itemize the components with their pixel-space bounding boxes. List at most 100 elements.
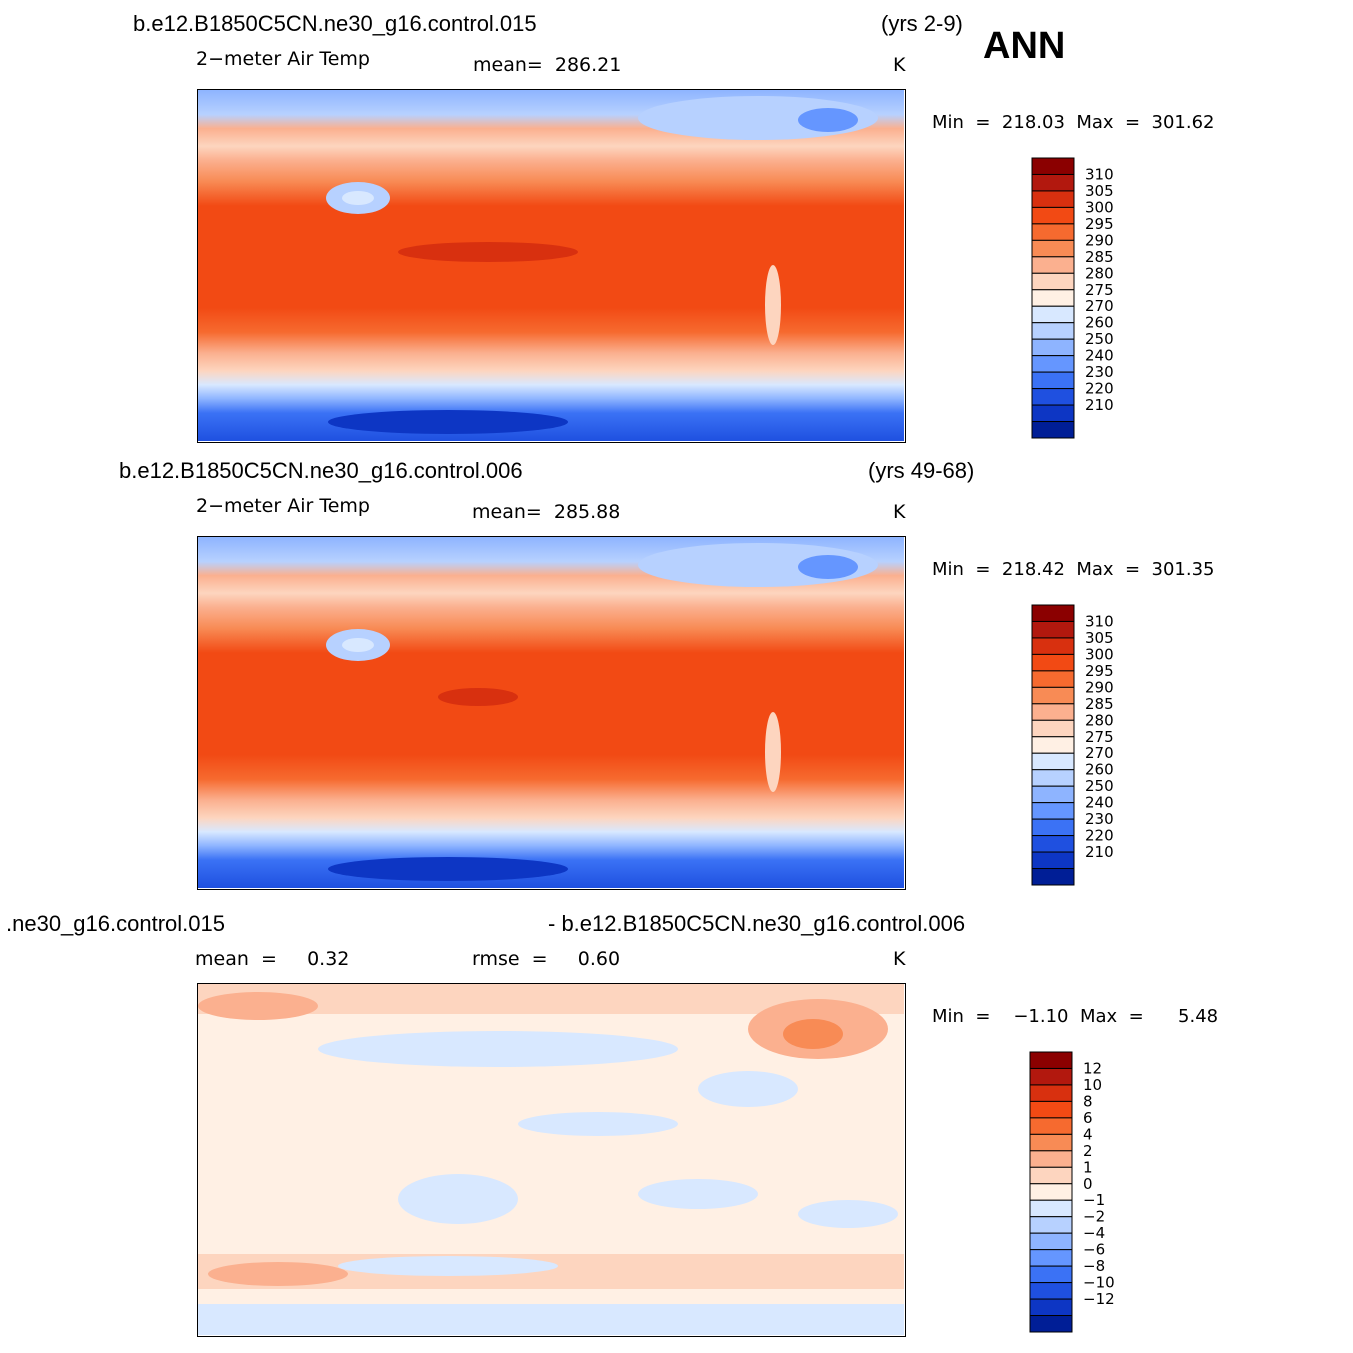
colorbar-tick-label: 220 — [1085, 380, 1114, 398]
colorbar-swatch — [1029, 1298, 1073, 1317]
panel1-colorbar: 310 305 300 295 290 285 280 275 270 260 250 240 230 2… — [1031, 157, 1151, 439]
colorbar-tick-label: −8 — [1083, 1257, 1105, 1275]
colorbar-tick-label: 6 — [1083, 1109, 1093, 1127]
colorbar-tick-label: 270 — [1085, 744, 1114, 762]
colorbar-tick-label: 285 — [1085, 695, 1114, 713]
panel2-case-title: b.e12.B1850C5CN.ne30_g16.control.006 — [119, 458, 523, 483]
panel3-mean: mean = 0.32 — [195, 948, 350, 970]
colorbar-swatch — [1031, 785, 1075, 804]
colorbar-swatch — [1031, 322, 1075, 340]
colorbar-tick-label: 240 — [1085, 347, 1114, 365]
colorbar-tick-label: 305 — [1085, 182, 1114, 200]
colorbar-tick-label: 290 — [1085, 231, 1114, 249]
panel3-case-left: .ne30_g16.control.015 — [6, 911, 225, 936]
colorbar-tick-label: 295 — [1085, 215, 1114, 233]
panel3-map — [197, 983, 906, 1337]
colorbar-swatch — [1031, 173, 1075, 192]
colorbar-tick-label: 310 — [1085, 612, 1114, 630]
colorbar-swatch — [1031, 338, 1075, 357]
panel3-minmax: Min = −1.10 Max = 5.48 — [932, 1006, 1219, 1027]
colorbar-tick-label: 2 — [1083, 1142, 1093, 1160]
panel3-colorbar: 12 10 8 6 4 2 1 0 −1 −2 −4 −6 −8 −10 −12 — [1029, 1051, 1149, 1333]
panel1-minmax: Min = 218.03 Max = 301.62 — [932, 112, 1215, 133]
panel1-units: K — [893, 54, 906, 76]
colorbar-swatch — [1031, 835, 1075, 853]
colorbar-swatch — [1031, 256, 1075, 274]
colorbar-swatch — [1031, 421, 1075, 439]
colorbar-tick-label: 280 — [1085, 711, 1114, 729]
colorbar-swatch — [1029, 1216, 1073, 1234]
colorbar-swatch — [1031, 851, 1075, 870]
colorbar-tick-label: −4 — [1083, 1224, 1105, 1242]
colorbar-swatch — [1029, 1067, 1073, 1086]
colorbar-swatch — [1029, 1199, 1073, 1218]
colorbar-tick-label: 220 — [1085, 827, 1114, 845]
colorbar-swatch — [1031, 239, 1075, 258]
colorbar-swatch — [1031, 736, 1075, 754]
colorbar-swatch — [1031, 818, 1075, 837]
colorbar-tick-label: −10 — [1083, 1274, 1115, 1292]
colorbar-swatch — [1031, 404, 1075, 423]
colorbar-swatch — [1031, 223, 1075, 241]
panel2-units: K — [893, 501, 906, 523]
panel1-map — [197, 89, 906, 443]
panel1-mean: mean= 286.21 — [473, 54, 622, 76]
panel1-case-title: b.e12.B1850C5CN.ne30_g16.control.015 — [133, 11, 537, 36]
panel2-mean: mean= 285.88 — [472, 501, 621, 523]
colorbar-swatch — [1031, 305, 1075, 324]
colorbar-swatch — [1031, 620, 1075, 639]
colorbar-swatch — [1031, 686, 1075, 705]
colorbar-tick-label: 280 — [1085, 264, 1114, 282]
panel2-years: (yrs 49-68) — [868, 458, 975, 483]
colorbar-swatch — [1029, 1100, 1073, 1119]
colorbar-swatch — [1031, 868, 1075, 886]
colorbar-swatch — [1031, 206, 1075, 225]
colorbar-swatch — [1031, 703, 1075, 721]
colorbar-tick-label: 290 — [1085, 678, 1114, 696]
colorbar-tick-label: −2 — [1083, 1208, 1105, 1226]
colorbar-tick-label: 285 — [1085, 248, 1114, 266]
colorbar-tick-label: −12 — [1083, 1290, 1115, 1308]
colorbar-tick-label: 305 — [1085, 629, 1114, 647]
colorbar-tick-label: 275 — [1085, 728, 1114, 746]
panel2-map — [197, 536, 906, 890]
colorbar-tick-label: 270 — [1085, 297, 1114, 315]
colorbar-tick-label: 230 — [1085, 810, 1114, 828]
colorbar-swatch — [1031, 604, 1075, 622]
colorbar-swatch — [1029, 1084, 1073, 1102]
colorbar-swatch — [1031, 371, 1075, 390]
colorbar-swatch — [1031, 388, 1075, 406]
colorbar-tick-label: 210 — [1085, 843, 1114, 861]
colorbar-tick-label: 4 — [1083, 1125, 1093, 1143]
colorbar-swatch — [1029, 1133, 1073, 1152]
colorbar-swatch — [1031, 157, 1075, 175]
colorbar-tick-label: 260 — [1085, 314, 1114, 332]
colorbar-swatch — [1031, 289, 1075, 307]
colorbar-swatch — [1031, 355, 1075, 373]
colorbar-tick-label: 300 — [1085, 645, 1114, 663]
colorbar-tick-label: 1 — [1083, 1158, 1093, 1176]
colorbar-swatch — [1031, 190, 1075, 208]
colorbar-swatch — [1031, 637, 1075, 655]
colorbar-swatch — [1029, 1051, 1073, 1069]
colorbar-swatch — [1031, 670, 1075, 688]
panel2-colorbar: 310 305 300 295 290 285 280 275 270 260 250 240 230 2… — [1031, 604, 1151, 886]
colorbar-tick-label: 295 — [1085, 662, 1114, 680]
colorbar-swatch — [1029, 1166, 1073, 1185]
colorbar-swatch — [1029, 1315, 1073, 1333]
colorbar-swatch — [1029, 1249, 1073, 1267]
panel3-case-right: - b.e12.B1850C5CN.ne30_g16.control.006 — [548, 911, 966, 936]
colorbar-tick-label: 0 — [1083, 1175, 1093, 1193]
panel3-rmse: rmse = 0.60 — [472, 948, 621, 970]
panel1-years: (yrs 2-9) — [881, 11, 963, 36]
colorbar-swatch — [1031, 653, 1075, 672]
panel1-variable: 2−meter Air Temp — [196, 48, 370, 70]
colorbar-tick-label: 275 — [1085, 281, 1114, 299]
season-label: ANN — [983, 25, 1066, 67]
colorbar-tick-label: 310 — [1085, 165, 1114, 183]
colorbar-tick-label: 240 — [1085, 794, 1114, 812]
colorbar-swatch — [1029, 1265, 1073, 1284]
colorbar-swatch — [1031, 272, 1075, 291]
colorbar-tick-label: 250 — [1085, 777, 1114, 795]
colorbar-tick-label: 8 — [1083, 1092, 1093, 1110]
